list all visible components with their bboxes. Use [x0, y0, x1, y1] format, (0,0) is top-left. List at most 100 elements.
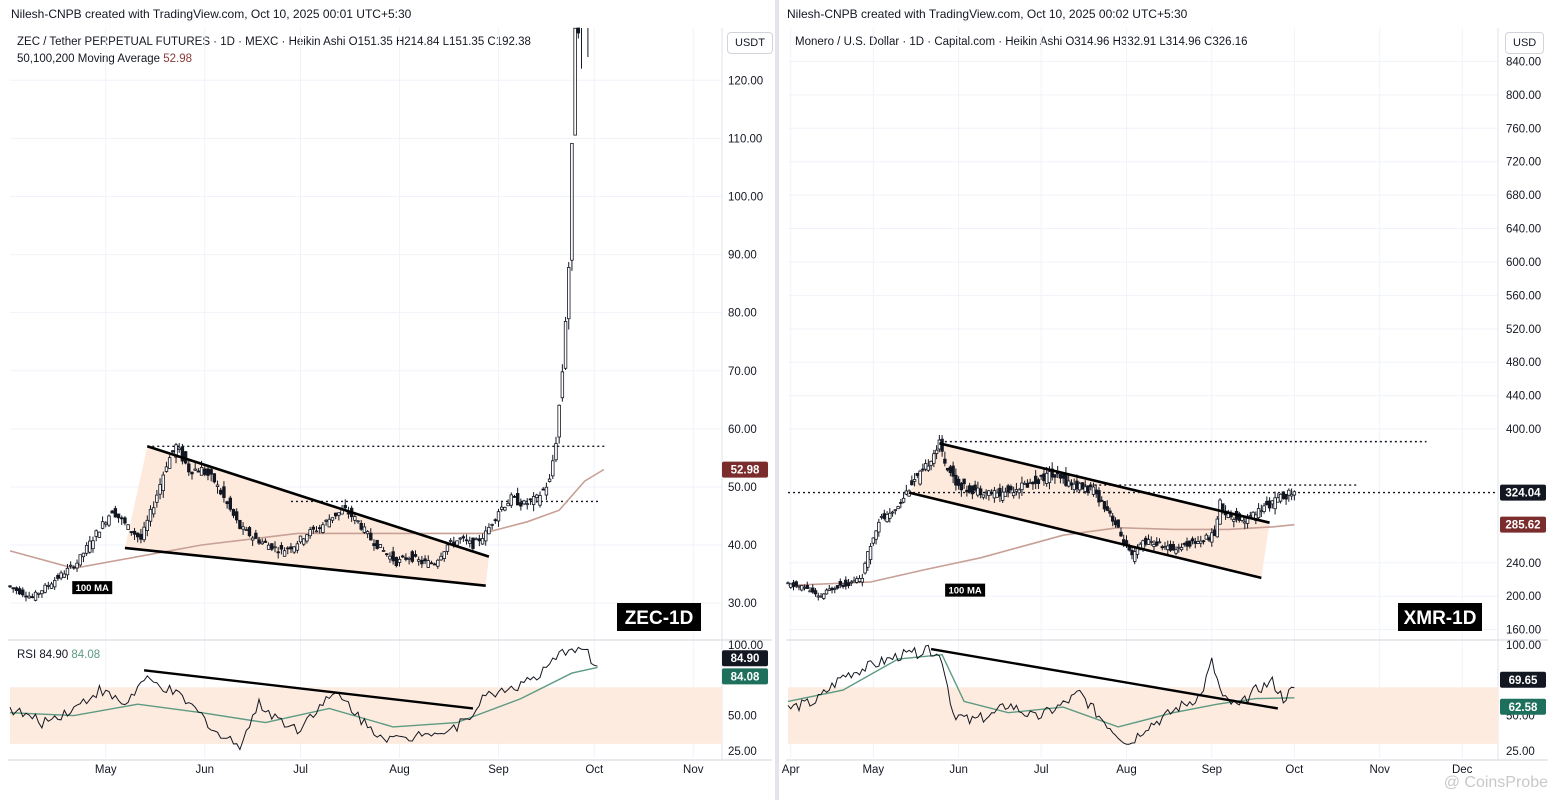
time-axis-label: Aug — [389, 764, 409, 776]
candle-body — [1185, 541, 1189, 547]
candle-body — [1111, 515, 1115, 522]
candle-body — [132, 530, 137, 535]
candle-body — [375, 539, 379, 549]
candle-body — [17, 588, 22, 595]
candle-body — [499, 506, 504, 510]
candle-body — [802, 586, 807, 589]
ma-100-line — [9, 468, 605, 570]
candle-body — [1196, 541, 1200, 544]
candle-body — [279, 545, 284, 550]
candle-body — [1025, 483, 1030, 488]
candle-body — [88, 540, 92, 553]
candle-body — [1157, 541, 1162, 544]
chart-tag: XMR-1D — [1404, 608, 1477, 629]
rsi-signal-tag: 62.58 — [1509, 702, 1538, 714]
symbol-legend[interactable]: ZEC / Tether PERPETUAL FUTURES · 1D · ME… — [17, 36, 531, 48]
candle-body — [800, 585, 804, 591]
candle-body — [81, 552, 86, 558]
candle-body — [926, 465, 931, 471]
candle-body — [187, 463, 191, 473]
candle-body — [1080, 482, 1085, 490]
candle-body — [1207, 537, 1211, 541]
candle-body — [879, 515, 884, 518]
candle-body — [1089, 484, 1093, 488]
candle-body — [890, 511, 895, 514]
candle-body — [196, 470, 201, 473]
candle-body — [250, 537, 255, 541]
xmr-chart-panel[interactable]: Nilesh-CNPB created with TradingView.com… — [779, 0, 1554, 800]
candle-body — [1259, 510, 1264, 513]
candle-body — [1105, 506, 1109, 511]
price-axis-label: 120.00 — [728, 75, 763, 87]
candle-body — [973, 484, 977, 491]
rsi-value-tag-bg — [1500, 671, 1546, 688]
candle-body — [948, 466, 953, 474]
candle-body — [896, 506, 900, 510]
candle-body — [1289, 493, 1294, 497]
candle-body — [238, 520, 242, 529]
candle-body — [901, 497, 906, 503]
candle-body — [1011, 492, 1016, 497]
candle-body — [490, 523, 494, 526]
candle-body — [365, 531, 370, 535]
candle-body — [1102, 501, 1107, 510]
panel-divider[interactable] — [775, 0, 779, 800]
candle-body — [797, 585, 801, 588]
watermark: @ CoinsProbe — [1443, 774, 1548, 791]
ma-price-tag: 285.62 — [1505, 520, 1540, 532]
candle-body — [343, 505, 347, 509]
candle-body — [333, 512, 338, 517]
price-axis-label: 480.00 — [1506, 357, 1541, 369]
candle-body — [161, 474, 165, 492]
candle-body — [1193, 541, 1197, 544]
candle-body — [394, 556, 399, 567]
candle-body — [1061, 474, 1065, 479]
candle-body — [956, 478, 961, 486]
candle-body — [1130, 549, 1134, 556]
candle-body — [576, 27, 581, 34]
candle-body — [72, 566, 76, 569]
candle-body — [305, 534, 309, 542]
candle-body — [100, 521, 105, 529]
candle-body — [943, 458, 947, 464]
candle-body — [808, 590, 812, 593]
price-axis-label: 90.00 — [728, 250, 757, 262]
time-axis-label: Jun — [195, 764, 214, 776]
candle-body — [954, 474, 958, 486]
time-axis-label: Sep — [1202, 764, 1222, 776]
candle-body — [1014, 489, 1019, 492]
rsi-legend[interactable]: RSI 84.90 84.08 — [17, 649, 100, 661]
symbol-legend[interactable]: Monero / U.S. Dollar · 1D · Capital.com … — [795, 36, 1248, 48]
candle-body — [1141, 540, 1145, 549]
zec-chart-panel[interactable]: Nilesh-CNPB created with TradingView.com… — [0, 0, 775, 800]
ma-tag-label: 100 MA — [948, 586, 981, 597]
candle-body — [1094, 489, 1098, 495]
candle-body — [1265, 500, 1269, 506]
currency-button[interactable]: USD — [1505, 32, 1545, 54]
candle-body — [397, 558, 402, 563]
candle-body — [1152, 544, 1156, 547]
candle-body — [1177, 546, 1181, 549]
candle-body — [126, 524, 130, 530]
candle-body — [1273, 497, 1277, 510]
currency-button[interactable]: USDT — [727, 32, 773, 54]
candle-body — [1028, 481, 1032, 484]
candle-body — [978, 488, 983, 496]
candle-body — [976, 487, 980, 496]
candle-body — [212, 473, 217, 483]
candle-body — [1243, 521, 1247, 524]
candle-body — [11, 587, 15, 590]
candle-body — [241, 526, 245, 530]
candle-body — [426, 560, 430, 568]
candle-body — [819, 595, 823, 598]
candle-body — [962, 478, 966, 485]
candle-body — [535, 494, 539, 498]
candle-body — [496, 511, 501, 522]
candle-body — [359, 522, 363, 530]
candle-body — [139, 533, 143, 540]
candle-body — [225, 501, 229, 505]
ma-legend[interactable]: 50,100,200 Moving Average 52.98 — [17, 53, 192, 65]
candle-body — [1144, 537, 1148, 545]
candle-body — [811, 587, 815, 593]
